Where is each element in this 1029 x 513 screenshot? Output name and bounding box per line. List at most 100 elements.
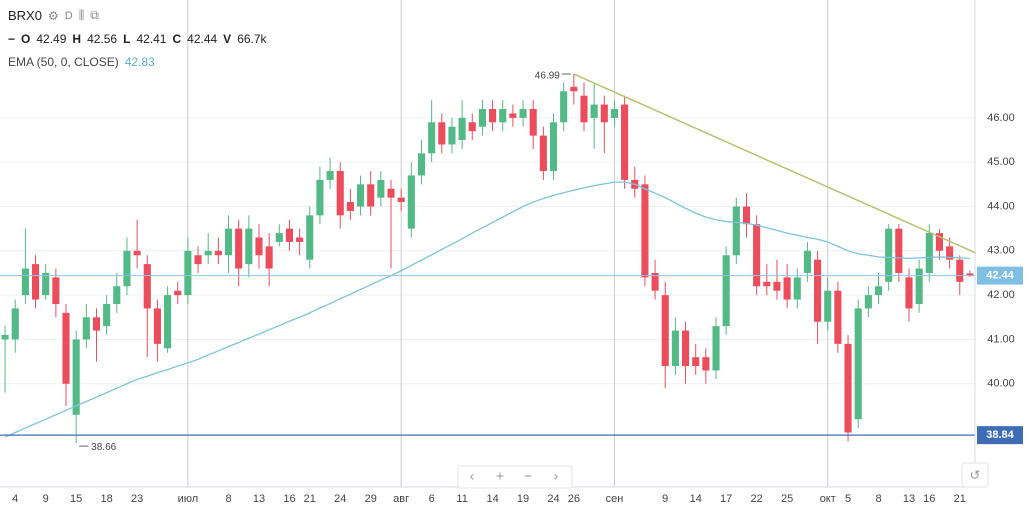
candle-body bbox=[793, 277, 801, 300]
interval[interactable]: D bbox=[64, 9, 73, 22]
x-tick-label: 21 bbox=[304, 493, 316, 505]
candle-body bbox=[123, 250, 131, 287]
reset-button[interactable]: ↺ bbox=[961, 462, 989, 488]
candle-body bbox=[956, 259, 964, 282]
candle-body bbox=[42, 272, 50, 296]
candle-body bbox=[184, 250, 192, 296]
candle-body bbox=[52, 277, 60, 304]
candle-body bbox=[72, 339, 80, 415]
candle-body bbox=[1, 335, 9, 340]
candle-body bbox=[570, 86, 578, 92]
candle-body bbox=[235, 228, 243, 269]
candle-body bbox=[864, 295, 872, 309]
ohlc-value: 42.44 bbox=[187, 32, 218, 46]
candle-body bbox=[692, 357, 700, 367]
candle-body bbox=[905, 277, 913, 309]
y-tick-label: 42.00 bbox=[987, 289, 1015, 301]
candle-body bbox=[834, 290, 842, 344]
candle-body bbox=[560, 91, 568, 123]
bars-icon[interactable]: ⫼ bbox=[78, 8, 85, 22]
candle-body bbox=[21, 268, 29, 296]
candle-body bbox=[92, 317, 101, 331]
compare-icon[interactable]: ⧉ bbox=[90, 8, 99, 22]
candle-body bbox=[966, 273, 974, 276]
candle-body bbox=[600, 104, 608, 123]
candle-body bbox=[174, 290, 182, 296]
candle-body bbox=[915, 268, 923, 304]
reset-icon[interactable]: ↺ bbox=[970, 467, 981, 482]
last-price-label: 42.44 bbox=[986, 270, 1014, 282]
candle-body bbox=[489, 109, 497, 123]
candle-body bbox=[448, 126, 456, 145]
x-tick-label: 15 bbox=[70, 493, 82, 505]
ohlc-label: V bbox=[223, 32, 232, 46]
x-tick-label: 14 bbox=[690, 493, 702, 505]
ohlc-label: L bbox=[123, 32, 131, 46]
candle-body bbox=[387, 188, 395, 198]
x-tick-label: 29 bbox=[365, 493, 377, 505]
scroll-right[interactable]: › bbox=[554, 468, 559, 484]
candle-body bbox=[763, 281, 771, 287]
candle-body bbox=[590, 104, 598, 118]
reset-box[interactable] bbox=[961, 462, 989, 488]
y-tick-label: 44.00 bbox=[987, 200, 1015, 212]
candle-body bbox=[356, 184, 365, 207]
candle-body bbox=[133, 250, 141, 256]
candle-body bbox=[194, 255, 202, 265]
candle-body bbox=[519, 109, 527, 118]
x-tick-label: 9 bbox=[43, 493, 49, 505]
nav-buttons: ‹ + − › bbox=[457, 465, 573, 489]
candle-body bbox=[31, 264, 40, 300]
settings-icon[interactable]: ⚙ bbox=[47, 8, 59, 23]
candle-body bbox=[296, 237, 304, 242]
symbol: BRX0 bbox=[8, 8, 42, 23]
candle-body bbox=[336, 171, 344, 216]
candle-body bbox=[661, 295, 669, 367]
candle-body bbox=[438, 122, 446, 145]
indicator-value: 42.83 bbox=[124, 55, 155, 69]
x-tick-label: 9 bbox=[662, 493, 668, 505]
candle-body bbox=[854, 308, 862, 420]
x-tick-label: 24 bbox=[547, 493, 559, 505]
zoom-out[interactable]: − bbox=[524, 468, 532, 484]
candle-body bbox=[458, 117, 466, 141]
candle-body bbox=[539, 135, 547, 172]
level-box bbox=[977, 426, 1023, 445]
level-label: 38.84 bbox=[986, 429, 1014, 441]
candle-body bbox=[265, 246, 273, 269]
last-price-box bbox=[977, 266, 1023, 285]
candle-body bbox=[773, 281, 781, 291]
indicator-row: EMA (50, 0, CLOSE) 42.83 bbox=[8, 55, 155, 69]
x-tick-label: 18 bbox=[101, 493, 113, 505]
indicator-name[interactable]: EMA (50, 0, CLOSE) bbox=[8, 55, 119, 69]
candle-body bbox=[610, 109, 619, 118]
y-tick-label: 45.00 bbox=[987, 156, 1015, 168]
candle-body bbox=[509, 113, 517, 118]
collapse[interactable]: − bbox=[8, 32, 16, 46]
candle-body bbox=[214, 250, 222, 256]
scroll-left[interactable]: ‹ bbox=[470, 468, 475, 484]
x-tick-label: 8 bbox=[875, 493, 881, 505]
candle-body bbox=[113, 286, 121, 304]
candle-body bbox=[549, 122, 558, 172]
ema-line bbox=[4, 181, 970, 438]
x-tick-label: 16 bbox=[283, 493, 295, 505]
candle-body bbox=[407, 175, 415, 229]
candle-body bbox=[621, 104, 629, 180]
ohlc-value: 66.7k bbox=[237, 32, 267, 46]
candle-body bbox=[62, 312, 70, 384]
candle-body bbox=[204, 250, 212, 256]
candle-body bbox=[803, 250, 811, 273]
candle-body bbox=[346, 202, 354, 211]
candle-body bbox=[285, 228, 294, 242]
candle-body bbox=[935, 233, 944, 251]
ohlc-label: O bbox=[21, 32, 31, 46]
candle-body bbox=[844, 343, 852, 433]
ohlc-value: 42.41 bbox=[136, 32, 167, 46]
candle-body bbox=[245, 228, 253, 265]
zoom-in[interactable]: + bbox=[496, 468, 504, 484]
candle-body bbox=[153, 308, 161, 344]
candle-body bbox=[753, 224, 761, 287]
